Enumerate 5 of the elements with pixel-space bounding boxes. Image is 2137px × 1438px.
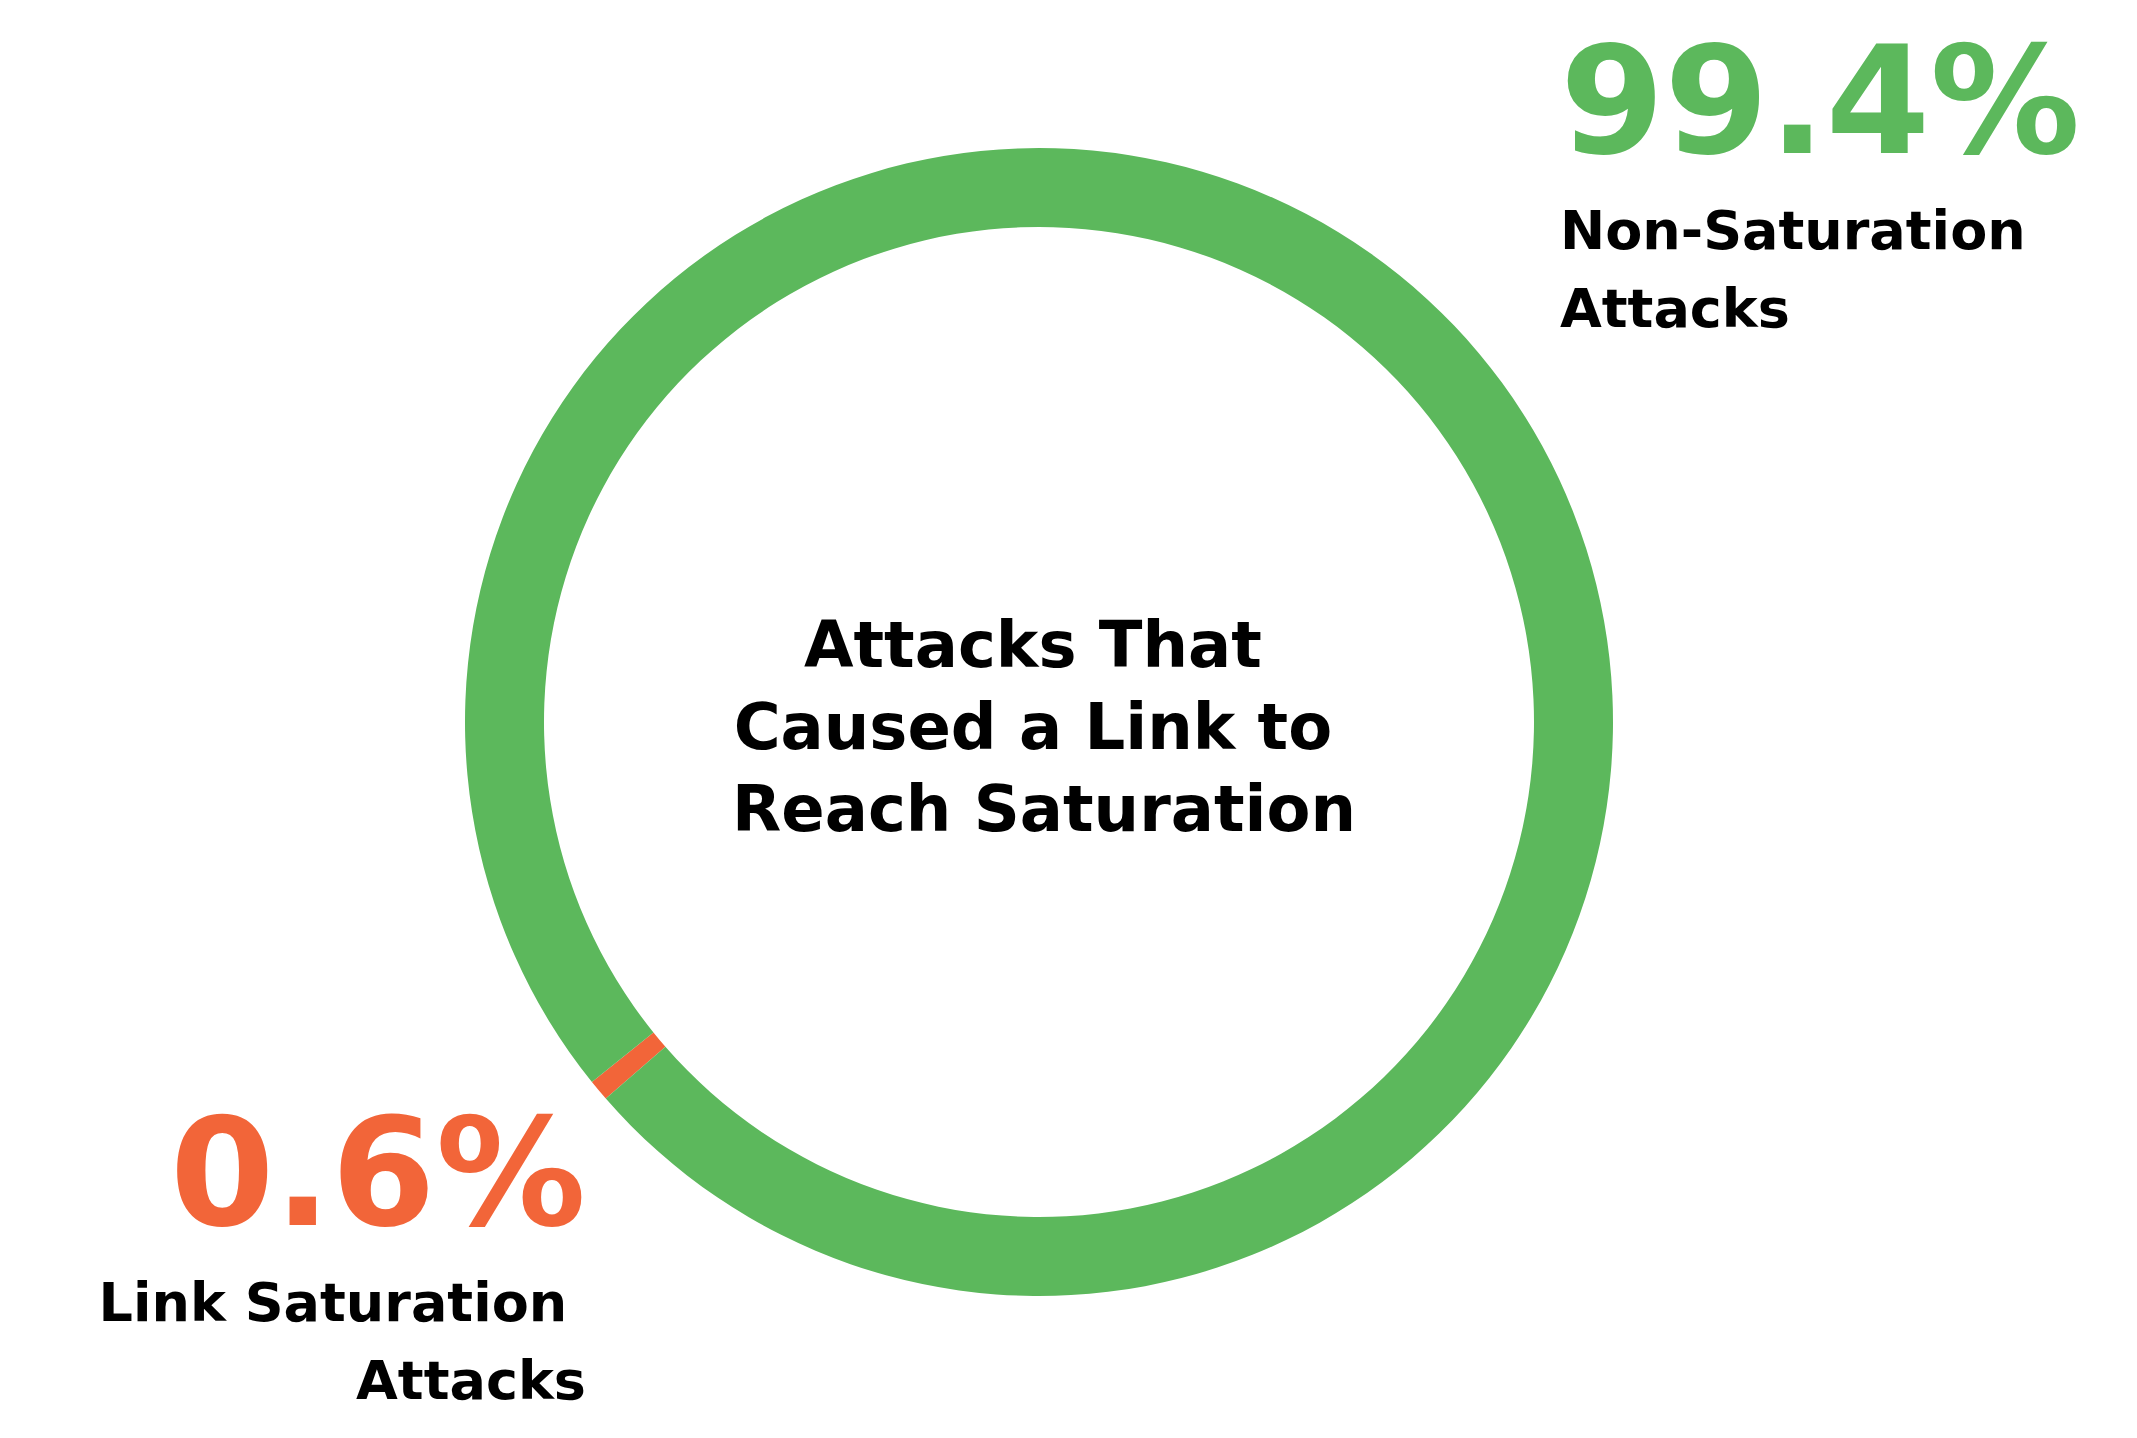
data-label: 0.6% (169, 1086, 586, 1260)
data-label: 99.4% (1560, 14, 2081, 188)
slice-label: Link Saturation Attacks (98, 1270, 586, 1412)
slice-label: Non-Saturation Attacks (1560, 198, 2045, 340)
text: Attacks That Caused a Link to Reach Saturation (732, 608, 1356, 846)
